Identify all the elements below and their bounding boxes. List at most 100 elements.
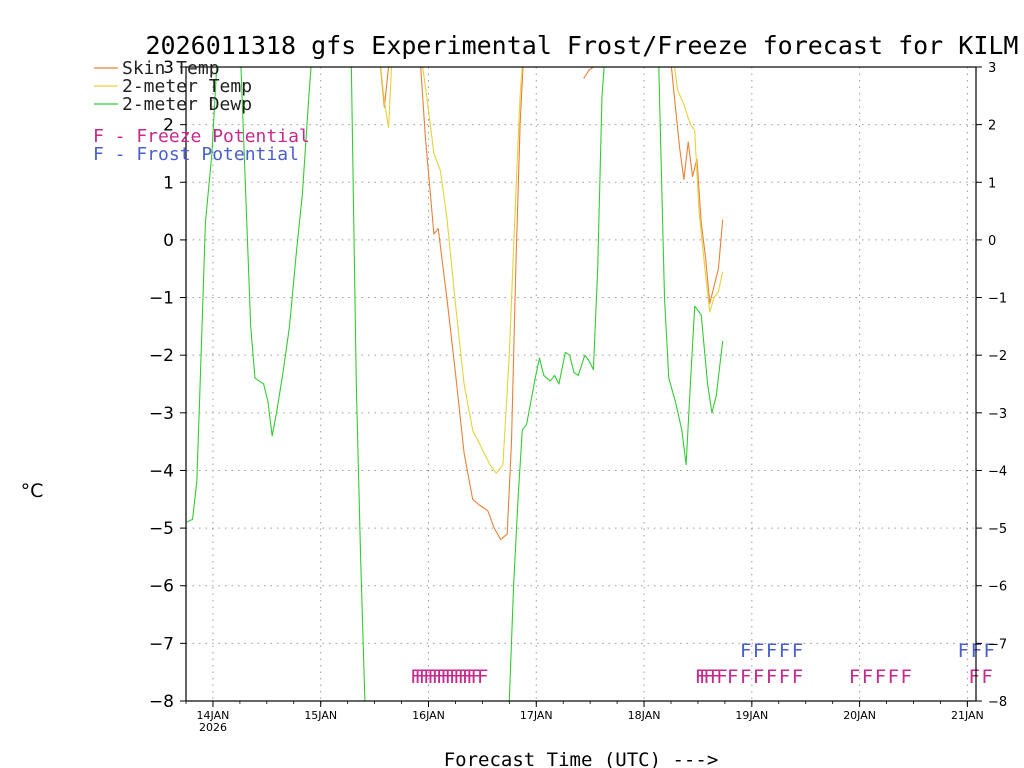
y-tick-label-right: −6 xyxy=(988,580,1007,595)
y-tick-label-right: −2 xyxy=(988,349,1007,364)
y-tick-label-right: 3 xyxy=(988,61,996,76)
x-axis-label: Forecast Time (UTC) ---> xyxy=(444,749,719,768)
x-tick-label: 21JAN xyxy=(951,709,984,722)
freeze-potential-mark: F xyxy=(410,666,421,688)
series-line-2-meter-temp xyxy=(674,67,724,313)
series-line-skin-temp xyxy=(670,67,724,304)
freeze-potential-mark: F xyxy=(901,666,912,688)
y-tick-label-right: 2 xyxy=(988,119,996,134)
y-tick-label-right: −3 xyxy=(988,407,1007,422)
freeze-potential-mark: F xyxy=(462,666,473,688)
y-tick-label-left: −5 xyxy=(149,519,174,539)
freeze-potential-mark: F xyxy=(695,666,706,688)
freeze-potential-mark: F xyxy=(436,666,447,688)
legend-letter-label: F - Frost Potential xyxy=(93,144,299,165)
frost-potential-mark: F xyxy=(792,640,803,662)
freeze-potential-mark: F xyxy=(710,666,721,688)
x-tick-label: 17JAN xyxy=(520,709,553,722)
y-tick-label-left: −3 xyxy=(149,404,174,424)
freeze-potential-mark: F xyxy=(862,666,873,688)
freeze-potential-mark: F xyxy=(471,666,482,688)
series-group xyxy=(186,67,724,701)
x-tick-label: 19JAN xyxy=(735,709,768,722)
freeze-potential-mark: F xyxy=(766,666,777,688)
y-tick-label-left: −4 xyxy=(149,461,174,481)
frost-potential-mark: F xyxy=(779,640,790,662)
freeze-potential-mark: F xyxy=(716,666,727,688)
freeze-potential-mark: F xyxy=(703,666,714,688)
frost-potential-mark: F xyxy=(753,640,764,662)
x-tick-label: 15JAN xyxy=(304,709,337,722)
x-tick-label: 20JAN xyxy=(843,709,876,722)
series-line-2-meter-dewp xyxy=(350,67,366,701)
y-tick-label-left: 1 xyxy=(163,173,174,193)
freeze-potential-mark: F xyxy=(419,666,430,688)
freeze-potential-mark: F xyxy=(466,666,477,688)
frost-potential-mark: F xyxy=(958,640,969,662)
freeze-potential-mark: F xyxy=(432,666,443,688)
chart-title: 2026011318 gfs Experimental Frost/Freeze… xyxy=(146,31,1019,60)
freeze-potential-mark: F xyxy=(423,666,434,688)
frost-potential-mark: F xyxy=(740,640,751,662)
x-axis-ticks: 14JAN 15JAN 16JAN 17JAN 18JAN 19JAN 20JAN 21JAN xyxy=(185,701,984,722)
freeze-potential-mark: F xyxy=(981,666,992,688)
freeze-potential-mark: F xyxy=(440,666,451,688)
legend-label: 2-meter Temp xyxy=(122,76,252,97)
frost-potential-mark: F xyxy=(984,640,995,662)
freeze-potential-mark: F xyxy=(888,666,899,688)
x-tick-label: 14JAN xyxy=(197,709,230,722)
freeze-potential-mark: F xyxy=(449,666,460,688)
y-tick-label-left: −6 xyxy=(149,577,174,597)
y-tick-label-left: −1 xyxy=(149,289,174,309)
y-tick-label-right: −8 xyxy=(988,695,1007,710)
y-tick-label-left: −2 xyxy=(149,346,174,366)
y-tick-label-right: 0 xyxy=(988,234,996,249)
y-tick-label-left: 0 xyxy=(163,231,174,251)
x-tick-label: 18JAN xyxy=(628,709,661,722)
freeze-potential-mark: F xyxy=(753,666,764,688)
freeze-potential-mark: F xyxy=(414,666,425,688)
freeze-potential-mark: F xyxy=(849,666,860,688)
freeze-potential-mark: F xyxy=(792,666,803,688)
freeze-potential-mark: F xyxy=(477,666,488,688)
series-line-2-meter-temp xyxy=(380,67,393,129)
y-tick-label-left: −8 xyxy=(149,692,174,712)
series-line-skin-temp xyxy=(583,67,595,79)
y-axis-ticks: 3 3 2 2 1 1 0 0 −1 −1 −2 −2 −3 −3 −4 −4 −5 −5 −6 −6 −7 −7 −8 −8 xyxy=(149,58,1007,712)
freeze-potential-mark: F xyxy=(445,666,456,688)
plot-frame xyxy=(185,66,977,702)
y-tick-label-right: −1 xyxy=(988,292,1007,307)
y-tick-label-right: −7 xyxy=(988,637,1007,652)
y-tick-label-right: −5 xyxy=(988,522,1007,537)
freeze-potential-mark: F xyxy=(875,666,886,688)
series-line-2-meter-dewp xyxy=(186,67,218,523)
series-line-2-meter-temp xyxy=(422,67,523,474)
legend-letter-label: F - Freeze Potential xyxy=(93,126,310,147)
y-tick-label-right: −4 xyxy=(988,464,1007,479)
series-line-skin-temp xyxy=(420,67,524,541)
freeze-potential-mark: F xyxy=(968,666,979,688)
legend-label: Skin Temp xyxy=(122,58,220,79)
series-line-2-meter-dewp xyxy=(508,67,605,701)
series-line-2-meter-dewp xyxy=(658,67,724,466)
freeze-potential-mark: F xyxy=(727,666,738,688)
y-tick-label-right: 1 xyxy=(988,176,996,191)
x-tick-year-label: 2026 xyxy=(199,721,227,734)
x-tick-label: 16JAN xyxy=(412,709,445,722)
y-axis-label: °C xyxy=(21,480,44,502)
y-tick-label-left: −7 xyxy=(149,634,174,654)
legend-label: 2-meter Dewp xyxy=(122,94,252,115)
freeze-potential-mark: F xyxy=(458,666,469,688)
freeze-potential-mark: F xyxy=(427,666,438,688)
freeze-potential-mark: F xyxy=(699,666,710,688)
freeze-potential-mark: F xyxy=(740,666,751,688)
freeze-potential-mark: F xyxy=(453,666,464,688)
series-line-2-meter-dewp xyxy=(240,67,312,437)
frost-potential-mark: F xyxy=(766,640,777,662)
y-tick-label-left: 2 xyxy=(163,116,174,136)
y-tick-label-left: 3 xyxy=(163,58,174,78)
freeze-potential-mark: F xyxy=(779,666,790,688)
